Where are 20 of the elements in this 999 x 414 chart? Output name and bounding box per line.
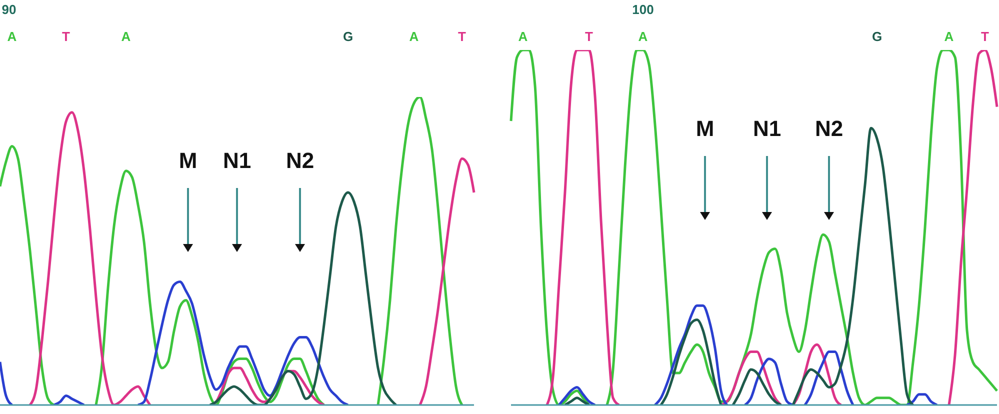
annotation: N2	[286, 148, 314, 173]
annotation: M	[696, 116, 714, 141]
x-tick-label: A	[944, 29, 954, 44]
x-tick-label: G	[872, 29, 882, 44]
x-tick-label: T	[62, 29, 70, 44]
x-tick-label: A	[7, 29, 18, 44]
annotation: N1	[222, 148, 252, 173]
x-tick-label: A	[121, 29, 132, 44]
annotation: M	[178, 148, 198, 173]
x-tick-label: T	[981, 29, 990, 44]
text: 90	[2, 2, 16, 17]
x-tick-label: T	[585, 29, 594, 44]
annotation: N2	[814, 116, 844, 141]
x-tick-label: G	[342, 29, 354, 44]
text: 100	[632, 2, 654, 17]
x-tick-label: A	[638, 29, 648, 44]
annotation: N1	[752, 116, 782, 141]
x-tick-label: A	[518, 29, 528, 44]
x-tick-label: A	[409, 29, 420, 44]
x-tick-label: T	[458, 29, 466, 44]
